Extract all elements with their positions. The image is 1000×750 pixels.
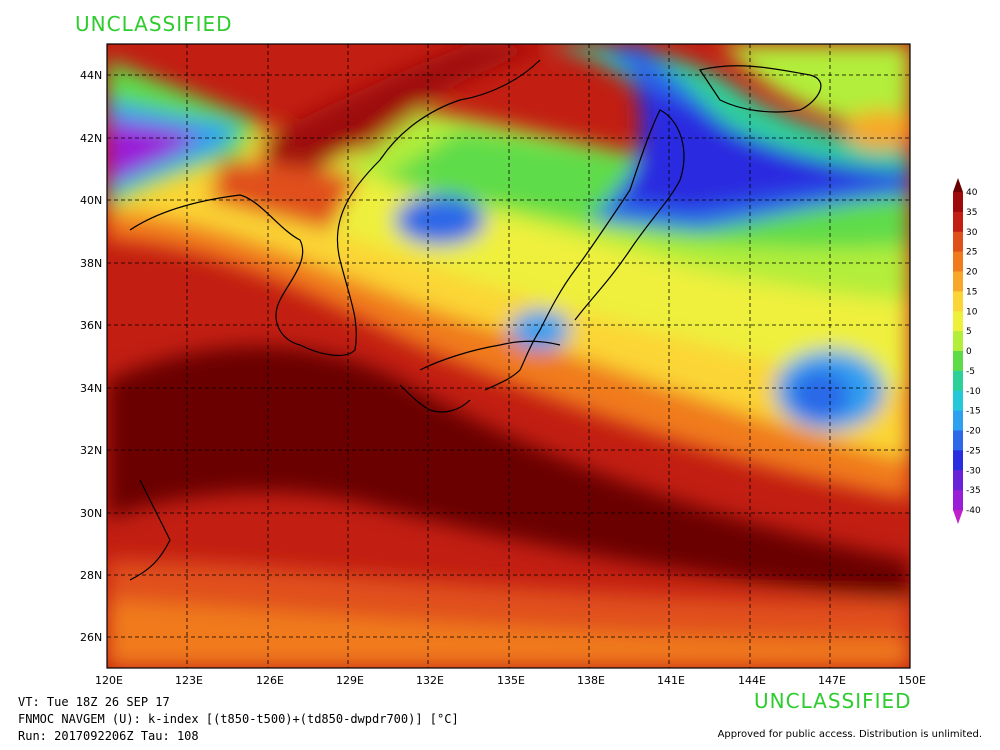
model-field-text: FNMOC NAVGEM (U): k-index [(t850-t500)+(…	[18, 712, 459, 726]
colorbar-swatch	[953, 370, 963, 392]
lat-label: 42N	[80, 132, 102, 145]
colorbar-tick-label: -5	[966, 367, 975, 377]
colorbar-swatch	[953, 231, 963, 253]
colorbar-tick-label: 35	[966, 208, 977, 218]
colorbar-tick-label: -15	[966, 407, 981, 417]
lon-label: 132E	[416, 674, 444, 687]
lat-label: 38N	[80, 257, 102, 270]
colorbar-tick-label: 40	[966, 188, 978, 198]
colorbar-bottom-arrow	[953, 510, 963, 524]
lat-label: 26N	[80, 631, 102, 644]
colorbar: 40 35 30 25 20 15 10 5 0 -5 -10 -15 -20 -25 -30 -35 -40	[953, 178, 981, 524]
lat-label: 32N	[80, 444, 102, 457]
colorbar-tick-label: -40	[966, 506, 981, 516]
colorbar-tick-label: 5	[966, 327, 972, 337]
colorbar-swatch	[953, 311, 963, 332]
colorbar-tick-label: -25	[966, 446, 981, 456]
colorbar-swatch	[953, 430, 963, 451]
coastline-layer	[129, 59, 822, 581]
colorbar-swatch	[953, 470, 963, 491]
colorbar-tick-label: -10	[966, 387, 981, 397]
lon-label: 138E	[577, 674, 605, 687]
colorbar-tick-label: -20	[966, 427, 981, 437]
lon-label: 120E	[95, 674, 123, 687]
lon-label: 135E	[497, 674, 525, 687]
colorbar-tick-label: -30	[966, 466, 981, 476]
colorbar-swatch	[953, 351, 963, 372]
colorbar-swatch	[953, 490, 963, 511]
classification-banner-bottom: UNCLASSIFIED	[754, 689, 912, 713]
colorbar-swatch	[953, 211, 963, 233]
lat-lon-gridlines	[107, 44, 910, 668]
lon-label: 144E	[738, 674, 766, 687]
plot-frame	[106, 43, 911, 669]
colorbar-tick-label: 10	[966, 307, 978, 317]
run-info-text: Run: 2017092206Z Tau: 108	[18, 729, 199, 743]
colorbar-swatch	[953, 271, 963, 292]
longitude-labels: 120E 123E 126E 129E 132E 135E 138E 141E …	[95, 674, 926, 687]
distribution-statement: Approved for public access. Distribution…	[717, 729, 982, 740]
colorbar-tick-label: 20	[966, 268, 978, 278]
colorbar-swatch	[953, 410, 963, 431]
colorbar-tick-label: 30	[966, 228, 978, 238]
classification-banner-top: UNCLASSIFIED	[75, 12, 233, 36]
colorbar-swatch	[953, 291, 963, 312]
colorbar-swatch	[953, 192, 963, 213]
colorbar-swatch	[953, 390, 963, 412]
colorbar-tick-label: 25	[966, 248, 977, 258]
colorbar-tick-label: -35	[966, 486, 981, 496]
colorbar-tick-label: 15	[966, 287, 977, 297]
lat-label: 30N	[80, 507, 102, 520]
colorbar-swatch	[953, 331, 963, 352]
lon-label: 147E	[818, 674, 846, 687]
valid-time-text: VT: Tue 18Z 26 SEP 17	[18, 695, 170, 709]
lat-label: 28N	[80, 569, 102, 582]
lon-label: 126E	[256, 674, 284, 687]
colorbar-swatch	[953, 450, 963, 471]
colorbar-swatch	[953, 251, 963, 272]
lat-label: 34N	[80, 382, 102, 395]
lat-label: 36N	[80, 319, 102, 332]
lon-label: 123E	[175, 674, 203, 687]
colorbar-top-arrow	[953, 178, 963, 192]
lat-label: 40N	[80, 194, 102, 207]
lon-label: 129E	[336, 674, 364, 687]
latitude-labels: 44N 42N 40N 38N 36N 34N 32N 30N 28N 26N	[80, 69, 102, 644]
contour-fill-field	[107, 44, 910, 668]
colorbar-tick-label: 0	[966, 347, 972, 357]
lon-label: 141E	[657, 674, 685, 687]
lon-label: 150E	[898, 674, 926, 687]
lat-label: 44N	[80, 69, 102, 82]
